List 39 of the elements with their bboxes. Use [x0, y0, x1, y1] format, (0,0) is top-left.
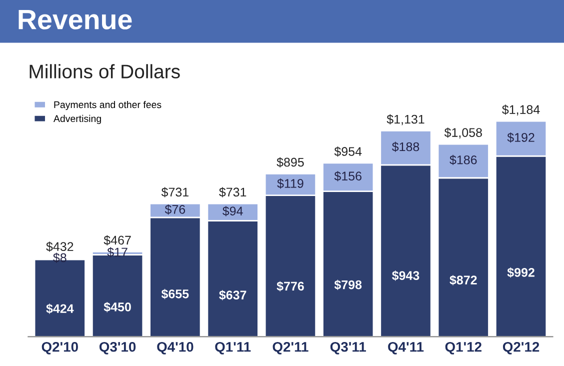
data-label: $192: [507, 132, 534, 143]
total-label: $432: [46, 242, 74, 252]
data-label: $186: [450, 154, 477, 166]
x-tick-label: Q2'12: [502, 342, 540, 354]
chart-title: Revenue: [18, 10, 132, 30]
data-label: $637: [219, 290, 246, 300]
data-label: $94: [222, 206, 243, 216]
x-tick-label: Q1'11: [215, 342, 251, 354]
chart-subtitle: Millions of Dollars: [30, 64, 180, 78]
total-label: $895: [276, 157, 304, 168]
data-label: $872: [450, 275, 477, 286]
data-label: $156: [334, 171, 362, 182]
data-label: $776: [276, 281, 304, 292]
data-label: $188: [392, 142, 420, 152]
x-tick-label: Q3'10: [99, 342, 136, 354]
x-tick-label: Q2'11: [272, 342, 308, 354]
legend-label: Advertising: [54, 114, 101, 124]
data-label: $119: [277, 178, 304, 189]
total-label: $1,058: [444, 128, 482, 138]
legend-label: Payments and other fees: [54, 100, 162, 110]
x-tick-label: Q4'11: [388, 342, 424, 354]
data-label: $450: [104, 302, 131, 312]
data-label: $798: [334, 280, 362, 290]
x-tick-label: Q3'11: [330, 342, 366, 354]
data-label: $655: [161, 288, 189, 300]
data-label: $992: [507, 267, 534, 278]
total-label: $1,184: [502, 104, 540, 116]
x-tick-label: Q4'10: [157, 342, 194, 354]
total-label: $731: [219, 187, 246, 198]
data-label: $943: [392, 270, 420, 281]
total-label: $1,131: [386, 114, 424, 126]
total-label: $731: [161, 187, 188, 198]
x-tick-label: Q1'12: [445, 342, 482, 354]
data-label: $424: [46, 304, 74, 314]
data-label: $76: [164, 204, 186, 215]
total-label: $954: [334, 146, 362, 157]
x-tick-label: Q2'10: [42, 342, 78, 354]
total-label: $467: [104, 235, 131, 246]
data-label: $17: [107, 247, 128, 258]
